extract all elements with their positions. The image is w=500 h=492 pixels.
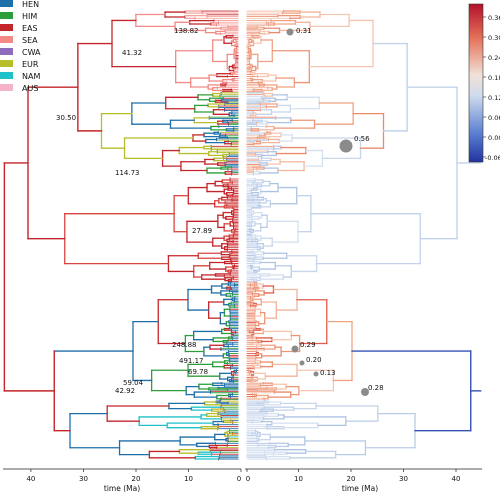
colorbar: 0.36 0.30 0.24 0.18 0.12 0.06 0.00 -0.06	[468, 3, 500, 163]
colorbar-tick-label: 0.12	[488, 94, 500, 102]
legend-swatch	[0, 0, 13, 7]
rate-marker	[291, 345, 299, 353]
colorbar-gradient	[468, 3, 484, 163]
rate-marker	[361, 388, 369, 396]
rate-value-label: 0.29	[300, 341, 316, 349]
legend-swatch	[0, 36, 13, 43]
legend-label: AUS	[22, 84, 38, 93]
legend-label: HEN	[22, 0, 39, 9]
axis-tick-label: 10	[294, 475, 303, 483]
rate-marker	[286, 28, 294, 36]
rate-value-label: 0.31	[296, 27, 312, 35]
legend-label: EUR	[22, 60, 39, 69]
axis-tick-label: 30	[79, 475, 88, 483]
axis-tick-label: 20	[347, 475, 356, 483]
axis-tick-label: 40	[452, 475, 461, 483]
legend-label: CWA	[22, 48, 41, 57]
rate-markers: 0.31 0.56 0.29 0.20 0.13 0.28	[286, 27, 384, 396]
colorbar-tick-label: 0.24	[488, 54, 500, 62]
colorbar-tick-label: 0.36	[488, 14, 500, 22]
rate-marker	[299, 360, 305, 366]
colorbar-tick-label: 0.00	[488, 134, 500, 142]
axis-title: time (Ma)	[104, 484, 140, 492]
axis-tick-label: 0	[237, 475, 241, 483]
node-age-label: 491.17	[179, 357, 204, 365]
node-age-label: 69.78	[188, 368, 208, 376]
node-age-label: 59.04	[123, 379, 144, 387]
rate-value-label: 0.13	[320, 369, 336, 377]
legend-label: HIM	[22, 12, 37, 21]
colorbar-ticks: 0.36 0.30 0.24 0.18 0.12 0.06 0.00 -0.06	[483, 14, 500, 162]
legend-swatch	[0, 72, 13, 79]
rate-value-label: 0.56	[354, 135, 370, 143]
node-age-label: 248.88	[172, 341, 197, 349]
rate-value-label: 0.28	[368, 384, 384, 392]
axis-tick-label: 20	[132, 475, 141, 483]
right-tree-rate-colored	[246, 9, 482, 461]
colorbar-tick-label: 0.30	[488, 34, 500, 42]
left-tree-region-colored	[3, 9, 239, 461]
node-age-labels: 138.82 41.32 30.50 114.73 27.89 248.88 4…	[56, 27, 212, 395]
rate-value-label: 0.20	[306, 356, 322, 364]
axis-tick-label: 10	[184, 475, 193, 483]
axis-tick-label: 0	[246, 475, 250, 483]
legend-swatch	[0, 60, 13, 67]
node-age-label: 27.89	[192, 227, 212, 235]
axis-title: time (Ma)	[342, 484, 378, 492]
legend-label: NAM	[22, 72, 40, 81]
legend-swatch	[0, 48, 13, 55]
node-age-label: 114.73	[115, 169, 140, 177]
legend-label: SEA	[22, 36, 38, 45]
legend-swatch	[0, 24, 13, 31]
rate-marker	[313, 371, 319, 377]
node-age-label: 138.82	[174, 27, 199, 35]
left-time-axis: 40 30 20 10 0 time (Ma)	[3, 468, 242, 492]
colorbar-tick-label: 0.18	[488, 74, 500, 82]
axis-tick-label: 40	[26, 475, 35, 483]
right-time-axis: 0 10 20 30 40 time (Ma)	[245, 468, 482, 492]
axis-tick-label: 30	[399, 475, 408, 483]
legend-swatch	[0, 12, 13, 19]
node-age-label: 42.92	[115, 387, 135, 395]
legend-label: EAS	[22, 24, 38, 33]
legend-swatch	[0, 84, 13, 91]
colorbar-tick-label: 0.06	[488, 114, 500, 122]
rate-marker	[339, 139, 353, 153]
node-age-label: 30.50	[56, 114, 76, 122]
region-legend: HEN HIM EAS SEA CWA EUR NAM AUS	[0, 0, 41, 93]
node-age-label: 41.32	[122, 49, 142, 57]
colorbar-tick-label: -0.06	[485, 154, 500, 162]
